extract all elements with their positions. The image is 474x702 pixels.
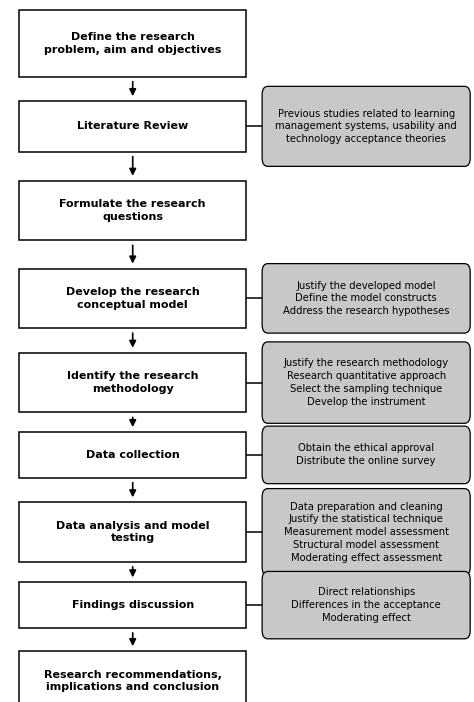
Text: Justify the developed model
Define the model constructs
Address the research hyp: Justify the developed model Define the m… [283, 281, 449, 316]
FancyBboxPatch shape [19, 432, 246, 477]
Text: Data collection: Data collection [86, 450, 180, 460]
FancyBboxPatch shape [262, 264, 470, 333]
Text: Formulate the research
questions: Formulate the research questions [59, 199, 206, 222]
FancyBboxPatch shape [262, 571, 470, 639]
Text: Findings discussion: Findings discussion [72, 600, 194, 610]
FancyBboxPatch shape [19, 352, 246, 412]
FancyBboxPatch shape [19, 269, 246, 329]
Text: Define the research
problem, aim and objectives: Define the research problem, aim and obj… [44, 32, 221, 55]
Text: Data analysis and model
testing: Data analysis and model testing [56, 521, 210, 543]
FancyBboxPatch shape [262, 426, 470, 484]
Text: Direct relationships
Differences in the acceptance
Moderating effect: Direct relationships Differences in the … [292, 588, 441, 623]
Text: Literature Review: Literature Review [77, 121, 188, 131]
FancyBboxPatch shape [19, 11, 246, 77]
FancyBboxPatch shape [19, 651, 246, 702]
Text: Data preparation and cleaning
Justify the statistical technique
Measurement mode: Data preparation and cleaning Justify th… [283, 501, 449, 563]
Text: Research recommendations,
implications and conclusion: Research recommendations, implications a… [44, 670, 222, 692]
Text: Obtain the ethical approval
Distribute the online survey: Obtain the ethical approval Distribute t… [296, 444, 436, 466]
Text: Develop the research
conceptual model: Develop the research conceptual model [66, 287, 200, 310]
Text: Justify the research methodology
Research quantitative approach
Select the sampl: Justify the research methodology Researc… [283, 359, 449, 406]
FancyBboxPatch shape [19, 503, 246, 562]
FancyBboxPatch shape [19, 181, 246, 240]
Text: Identify the research
methodology: Identify the research methodology [67, 371, 199, 394]
FancyBboxPatch shape [262, 489, 470, 576]
FancyBboxPatch shape [262, 86, 470, 166]
Text: Previous studies related to learning
management systems, usability and
technolog: Previous studies related to learning man… [275, 109, 457, 144]
FancyBboxPatch shape [19, 583, 246, 628]
FancyBboxPatch shape [262, 342, 470, 423]
FancyBboxPatch shape [19, 101, 246, 152]
